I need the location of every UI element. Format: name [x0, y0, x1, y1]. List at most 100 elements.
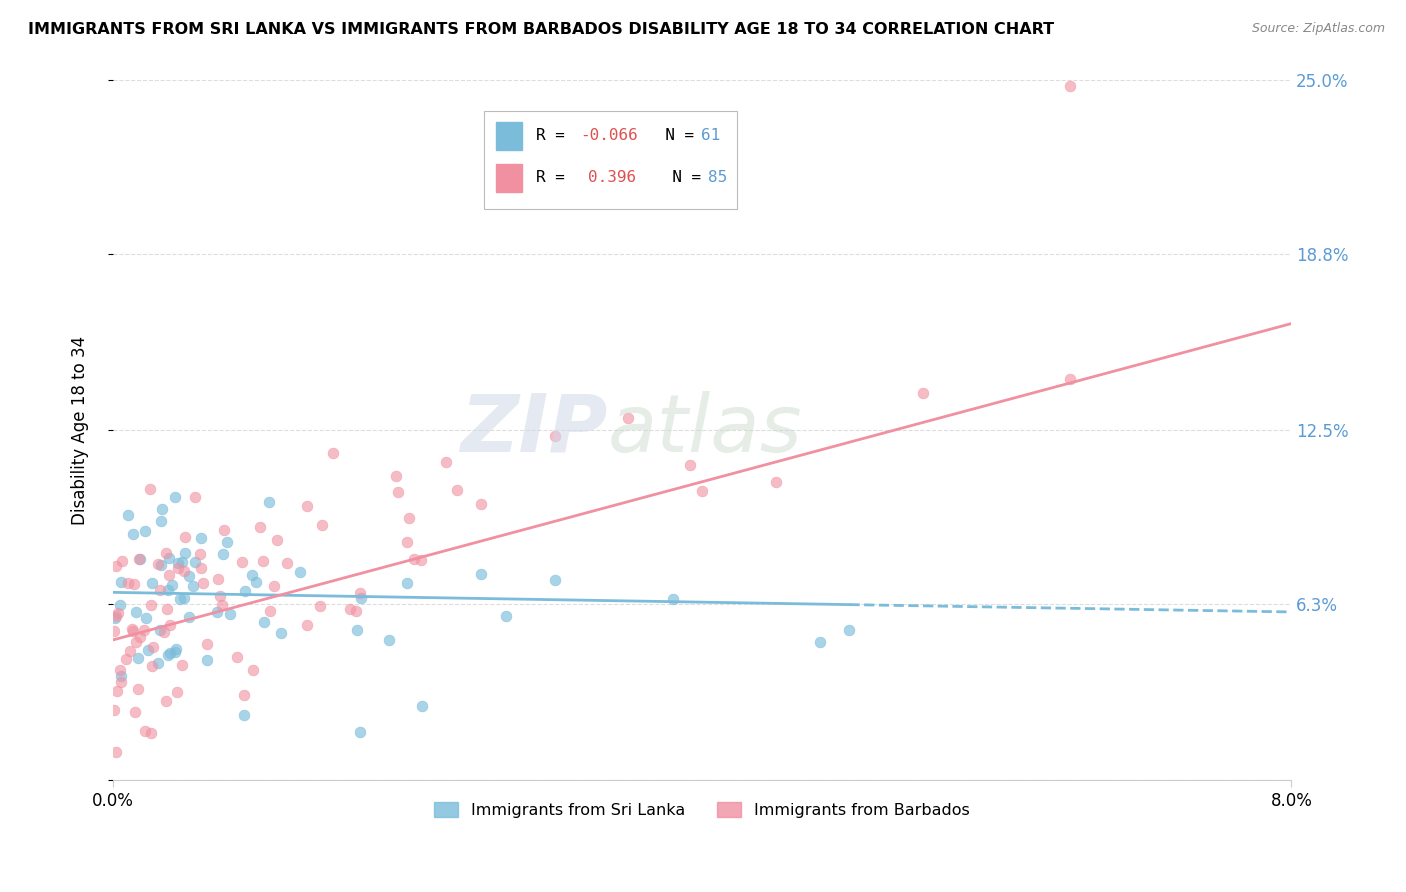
Point — [233, 688, 256, 702]
Point — [149, 558, 172, 572]
Point — [156, 582, 179, 597]
Point — [350, 591, 373, 606]
Point — [235, 583, 257, 598]
Point — [211, 598, 233, 612]
Point — [141, 658, 163, 673]
Point — [1059, 372, 1081, 386]
Point — [150, 501, 173, 516]
Text: 85: 85 — [709, 170, 727, 186]
Point — [207, 573, 229, 587]
Point — [103, 624, 125, 639]
Point — [215, 534, 238, 549]
Point — [808, 635, 831, 649]
Point — [184, 490, 207, 504]
Point — [197, 653, 219, 667]
Point — [245, 574, 267, 589]
Text: N =: N = — [645, 128, 703, 144]
Point — [249, 520, 271, 534]
Point — [128, 551, 150, 566]
Point — [167, 560, 190, 574]
Point — [219, 607, 242, 621]
Point — [346, 623, 368, 637]
Point — [127, 682, 149, 697]
Text: IMMIGRANTS FROM SRI LANKA VS IMMIGRANTS FROM BARBADOS DISABILITY AGE 18 TO 34 CO: IMMIGRANTS FROM SRI LANKA VS IMMIGRANTS … — [28, 22, 1054, 37]
Point — [411, 699, 433, 714]
Point — [149, 624, 172, 638]
Point — [252, 554, 274, 568]
Point — [103, 703, 125, 717]
Point — [184, 555, 207, 569]
Point — [173, 564, 195, 578]
Point — [349, 725, 371, 739]
Point — [257, 494, 280, 508]
Point — [136, 642, 159, 657]
Point — [309, 599, 332, 613]
Point — [225, 650, 247, 665]
FancyBboxPatch shape — [496, 122, 522, 150]
Point — [110, 554, 132, 568]
Point — [270, 626, 292, 640]
Point — [163, 490, 186, 504]
Point — [110, 669, 132, 683]
Point — [129, 630, 152, 644]
Point — [276, 556, 298, 570]
Point — [104, 559, 127, 574]
Point — [181, 579, 204, 593]
Point — [387, 485, 409, 500]
Point — [155, 546, 177, 560]
Text: 61: 61 — [702, 128, 720, 144]
Point — [117, 508, 139, 523]
Point — [173, 591, 195, 606]
Point — [212, 523, 235, 537]
Point — [134, 524, 156, 538]
Point — [125, 605, 148, 619]
Point — [110, 663, 132, 677]
Point — [544, 429, 567, 443]
Point — [188, 547, 211, 561]
Point — [104, 745, 127, 759]
Point — [107, 606, 129, 620]
Point — [122, 577, 145, 591]
Point — [344, 604, 367, 618]
Point — [166, 684, 188, 698]
Point — [108, 599, 131, 613]
Point — [110, 674, 132, 689]
Point — [384, 469, 406, 483]
Point — [167, 556, 190, 570]
Text: ZIP: ZIP — [460, 391, 607, 469]
Point — [174, 530, 197, 544]
Point — [156, 602, 179, 616]
Point — [263, 579, 285, 593]
Point — [157, 648, 180, 662]
Point — [404, 552, 426, 566]
Point — [1059, 78, 1081, 93]
Point — [146, 557, 169, 571]
Point — [205, 605, 228, 619]
Point — [266, 533, 288, 548]
Point — [190, 531, 212, 545]
Point — [127, 651, 149, 665]
Point — [396, 576, 419, 591]
Point — [142, 640, 165, 655]
Point — [117, 575, 139, 590]
Point — [125, 635, 148, 649]
Point — [208, 589, 231, 603]
Point — [159, 646, 181, 660]
Text: R =: R = — [536, 128, 575, 144]
Point — [118, 644, 141, 658]
Point — [544, 573, 567, 587]
Point — [110, 574, 132, 589]
Point — [104, 611, 127, 625]
Point — [297, 617, 319, 632]
Point — [122, 624, 145, 639]
Point — [135, 611, 157, 625]
Point — [141, 575, 163, 590]
Point — [259, 604, 281, 618]
Point — [339, 602, 361, 616]
Point — [165, 642, 187, 657]
Point — [195, 637, 218, 651]
Text: N =: N = — [652, 170, 710, 186]
Point — [253, 615, 276, 630]
Point — [617, 411, 640, 425]
Point — [311, 518, 333, 533]
